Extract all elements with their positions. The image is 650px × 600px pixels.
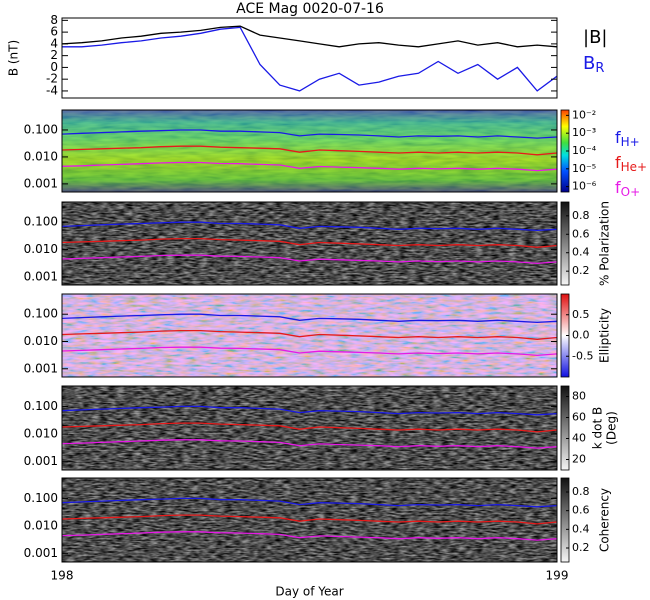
colorbar-tick-label: 0.4 — [572, 522, 590, 535]
colorbar-tick-label: -0.5 — [572, 349, 593, 362]
x-tick-label: 199 — [546, 569, 569, 583]
y-tick-label: 4 — [50, 36, 58, 50]
legend-entry-sub: He+ — [621, 160, 647, 174]
x-tick-label: 198 — [51, 569, 74, 583]
y-tick-label: 0.010 — [24, 149, 58, 163]
colorbar-tick-label: 0.5 — [572, 308, 590, 321]
legend-entry-sub: H+ — [621, 135, 640, 149]
y-tick-label: 0.001 — [24, 546, 58, 560]
colorbar-label: Ellipticity — [598, 308, 612, 363]
y-tick-label: 0.100 — [24, 122, 58, 136]
colorbar-label: % Polarization — [598, 201, 612, 286]
legend-entry-main: B — [583, 53, 595, 74]
y-tick-label: -4 — [46, 83, 58, 97]
y-tick-label: 0 — [50, 60, 58, 74]
colorbar-tick-label: 0.8 — [572, 209, 590, 222]
legend-entry-sub: O+ — [621, 185, 641, 199]
y-tick-label: 0.001 — [24, 269, 58, 283]
plot-frame — [61, 385, 558, 471]
colorbar-tick-label: 10⁻³ — [572, 126, 596, 139]
colorbar-tick-label: 0.2 — [572, 541, 590, 554]
series-line — [61, 497, 558, 508]
colorbar-label: (Deg) — [605, 411, 619, 445]
plot-frame — [61, 293, 558, 378]
colorbar-tick-label: 10⁻² — [572, 108, 596, 121]
colorbar — [560, 385, 570, 471]
plot-frame — [61, 201, 558, 286]
legend-entry: |B| — [583, 27, 607, 48]
plot-frame — [61, 17, 558, 99]
colorbar-tick-label: 0.6 — [572, 227, 590, 240]
y-tick-label: 0.001 — [24, 176, 58, 190]
series-line — [61, 329, 558, 340]
chart-title: ACE Mag 0020-07-16 — [236, 1, 384, 17]
colorbar — [560, 477, 570, 563]
y-tick-label: 0.010 — [24, 334, 58, 348]
series-line — [61, 531, 558, 541]
y-tick-label: -2 — [46, 72, 58, 86]
colorbar-tick-label: 10⁻⁴ — [572, 144, 597, 157]
colorbar-tick-label: 0.0 — [572, 329, 590, 342]
legend-entry-sub: R — [595, 61, 604, 76]
colorbar-label: k dot B — [591, 407, 605, 449]
plot-frame — [61, 477, 558, 563]
series-line — [61, 313, 558, 324]
legend-entry-main: |B| — [583, 27, 607, 48]
y-tick-label: 0.010 — [24, 242, 58, 256]
plot-frame — [61, 109, 558, 193]
y-tick-label: 0.100 — [24, 215, 58, 229]
x-axis-label: Day of Year — [275, 585, 343, 599]
colorbar-tick-label: 60 — [572, 411, 586, 424]
series-line — [61, 405, 558, 416]
series-line — [61, 237, 558, 248]
colorbar-tick-label: 0.4 — [572, 246, 590, 259]
series-line — [61, 254, 558, 265]
colorbar-tick-label: 40 — [572, 432, 586, 445]
y-tick-label: 0.100 — [24, 491, 58, 505]
colorbar-tick-label: 0.6 — [572, 504, 590, 517]
colorbar-tick-label: 0.8 — [572, 485, 590, 498]
legend-entry-main: f — [615, 128, 621, 147]
legend-entry: fO+ — [615, 178, 640, 199]
y-tick-label: 0.100 — [24, 307, 58, 321]
y-tick-label: 8 — [50, 13, 58, 27]
colorbar — [560, 201, 570, 286]
series-line — [61, 221, 558, 232]
legend-entry: fH+ — [615, 128, 640, 149]
y-tick-label: 0.100 — [24, 399, 58, 413]
series-line — [61, 514, 558, 525]
series-line — [62, 26, 558, 92]
y-axis-label: B (nT) — [7, 40, 21, 76]
colorbar-tick-label: 80 — [572, 390, 586, 403]
legend-entry-main: f — [615, 178, 621, 197]
y-tick-label: 0.010 — [24, 427, 58, 441]
y-tick-label: 0.001 — [24, 361, 58, 375]
colorbar-tick-label: 0.2 — [572, 264, 590, 277]
y-tick-label: 0.001 — [24, 454, 58, 468]
y-tick-label: 6 — [50, 25, 58, 39]
legend-entry-main: f — [615, 153, 621, 172]
series-line — [61, 346, 558, 357]
series-line — [61, 439, 558, 449]
colorbar-label: Coherency — [598, 488, 612, 552]
series-line — [61, 161, 558, 172]
series-line — [61, 145, 558, 156]
series-line — [61, 25, 558, 48]
colorbar-tick-label: 10⁻⁶ — [572, 180, 597, 193]
y-tick-label: 0.010 — [24, 519, 58, 533]
y-tick-label: 2 — [50, 48, 58, 62]
colorbar-tick-label: 10⁻⁵ — [572, 162, 596, 175]
series-line — [61, 422, 558, 433]
colorbar-tick-label: 20 — [572, 453, 586, 466]
legend-entry: BR — [583, 53, 604, 76]
series-line — [61, 129, 558, 139]
legend-entry: fHe+ — [615, 153, 647, 174]
